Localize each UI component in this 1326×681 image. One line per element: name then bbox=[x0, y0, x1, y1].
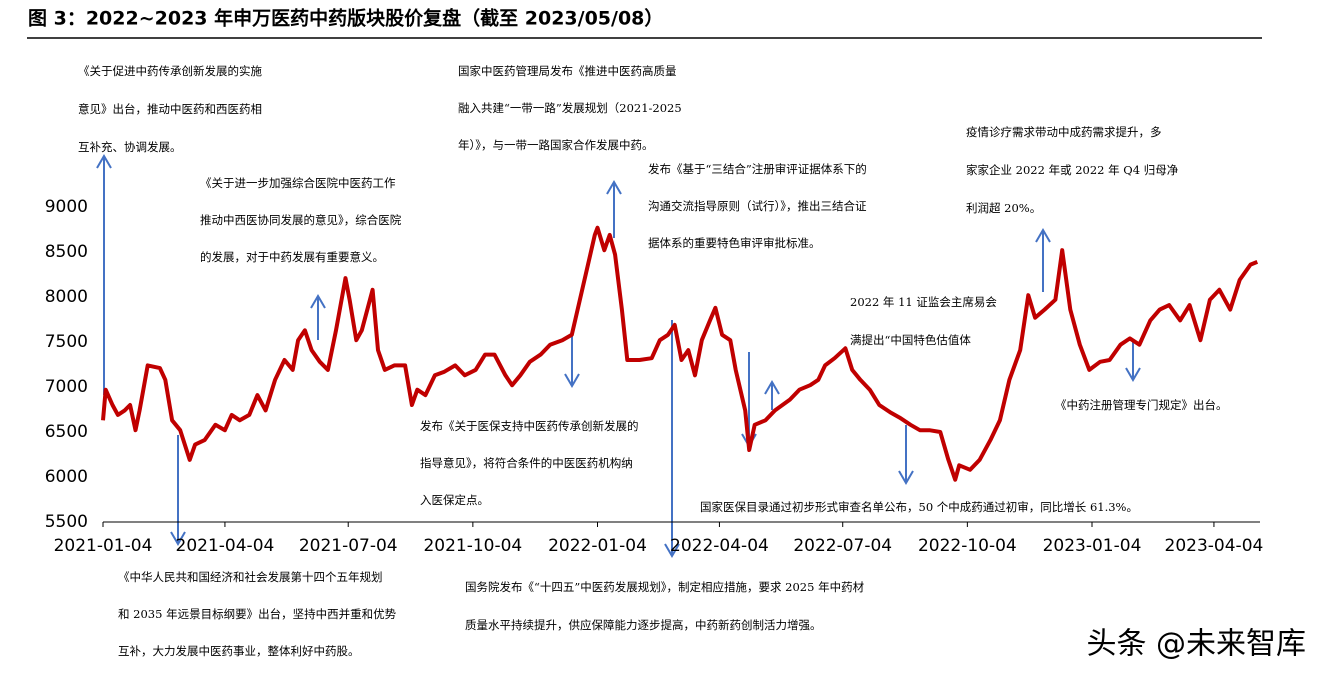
x-tick-label: 2022-10-04 bbox=[918, 536, 1017, 556]
x-tick-label: 2022-07-04 bbox=[793, 536, 892, 556]
annotation: 意见》出台，推动中医药和西医药相 bbox=[78, 102, 262, 116]
y-tick-label: 9000 bbox=[45, 197, 88, 217]
x-tick-label: 2023-04-04 bbox=[1165, 536, 1264, 556]
y-tick-label: 8500 bbox=[45, 242, 88, 262]
annotation: 和 2035 年远景目标纲要》出台，坚持中西并重和优势 bbox=[118, 607, 397, 621]
annotation: 《中药注册管理专门规定》出台。 bbox=[1055, 398, 1228, 412]
annotation: 家家企业 2022 年或 2022 年 Q4 归母净 bbox=[966, 163, 1179, 177]
y-tick-label: 5500 bbox=[45, 512, 88, 532]
annotation: 入医保定点。 bbox=[420, 493, 489, 507]
annotation: 的发展，对于中药发展有重要意义。 bbox=[200, 250, 384, 264]
x-tick-label: 2023-01-04 bbox=[1043, 536, 1142, 556]
annotation: 质量水平持续提升，供应保障能力逐步提高，中药新药创制活力增强。 bbox=[465, 618, 822, 632]
annotation: 国家医保目录通过初步形式审查名单公布，50 个中成药通过初审，同比增长 61.3… bbox=[700, 500, 1138, 514]
y-tick-label: 7000 bbox=[45, 377, 88, 397]
x-tick-label: 2022-04-04 bbox=[670, 536, 769, 556]
annotation: 年）》，与一带一路国家合作发展中药。 bbox=[458, 138, 654, 152]
annotation: 利润超 20%。 bbox=[966, 201, 1041, 215]
annotation: 发布《基于“三结合”注册审评证据体系下的 bbox=[648, 162, 867, 176]
annotation: 《关于促进中药传承创新发展的实施 bbox=[78, 64, 262, 78]
annotation: 发布《关于医保支持中医药传承创新发展的 bbox=[420, 419, 639, 433]
x-tick-label: 2022-01-04 bbox=[548, 536, 647, 556]
x-tick-label: 2021-07-04 bbox=[299, 536, 398, 556]
annotation: 互补充、协调发展。 bbox=[78, 140, 182, 154]
price-line bbox=[101, 225, 1259, 482]
annotation: 沟通交流指导原则（试行）》，推出三结合证 bbox=[648, 199, 867, 213]
x-tick-label: 2021-01-04 bbox=[54, 536, 153, 556]
y-tick-label: 8000 bbox=[45, 287, 88, 307]
annotation: 国家中医药管理局发布《推进中医药高质量 bbox=[458, 64, 677, 78]
y-tick-label: 6500 bbox=[45, 422, 88, 442]
y-tick-label: 6000 bbox=[45, 467, 88, 487]
annotation: 推动中西医协同发展的意见》，综合医院 bbox=[200, 213, 402, 227]
annotation: 2022 年 11 证监会主席易会 bbox=[850, 295, 997, 309]
annotation: 《中华人民共和国经济和社会发展第十四个五年规划 bbox=[118, 570, 383, 584]
annotation: 融入共建“一带一路”发展规划（2021-2025 bbox=[458, 101, 682, 115]
annotation: 互补，大力发展中医药事业，整体利好中药股。 bbox=[118, 644, 360, 658]
y-tick-label: 7500 bbox=[45, 332, 88, 352]
chart-title: 图 3：2022~2023 年申万医药中药版块股价复盘（截至 2023/05/0… bbox=[28, 7, 663, 30]
annotation: 《关于进一步加强综合医院中医药工作 bbox=[200, 176, 396, 190]
annotation: 满提出“中国特色估值体 bbox=[850, 333, 971, 347]
x-tick-label: 2021-10-04 bbox=[423, 536, 522, 556]
watermark: 头条 @未来智库 bbox=[1086, 627, 1306, 662]
annotation: 指导意见》，将符合条件的中医医药机构纳 bbox=[420, 456, 633, 470]
annotation: 疫情诊疗需求带动中成药需求提升，多 bbox=[966, 125, 1162, 139]
annotation: 国务院发布《“十四五”中医药发展规划》，制定相应措施，要求 2025 年中药材 bbox=[465, 580, 865, 594]
x-tick-label: 2021-04-04 bbox=[176, 536, 275, 556]
annotation: 据体系的重要特色审评审批标准。 bbox=[648, 236, 821, 250]
